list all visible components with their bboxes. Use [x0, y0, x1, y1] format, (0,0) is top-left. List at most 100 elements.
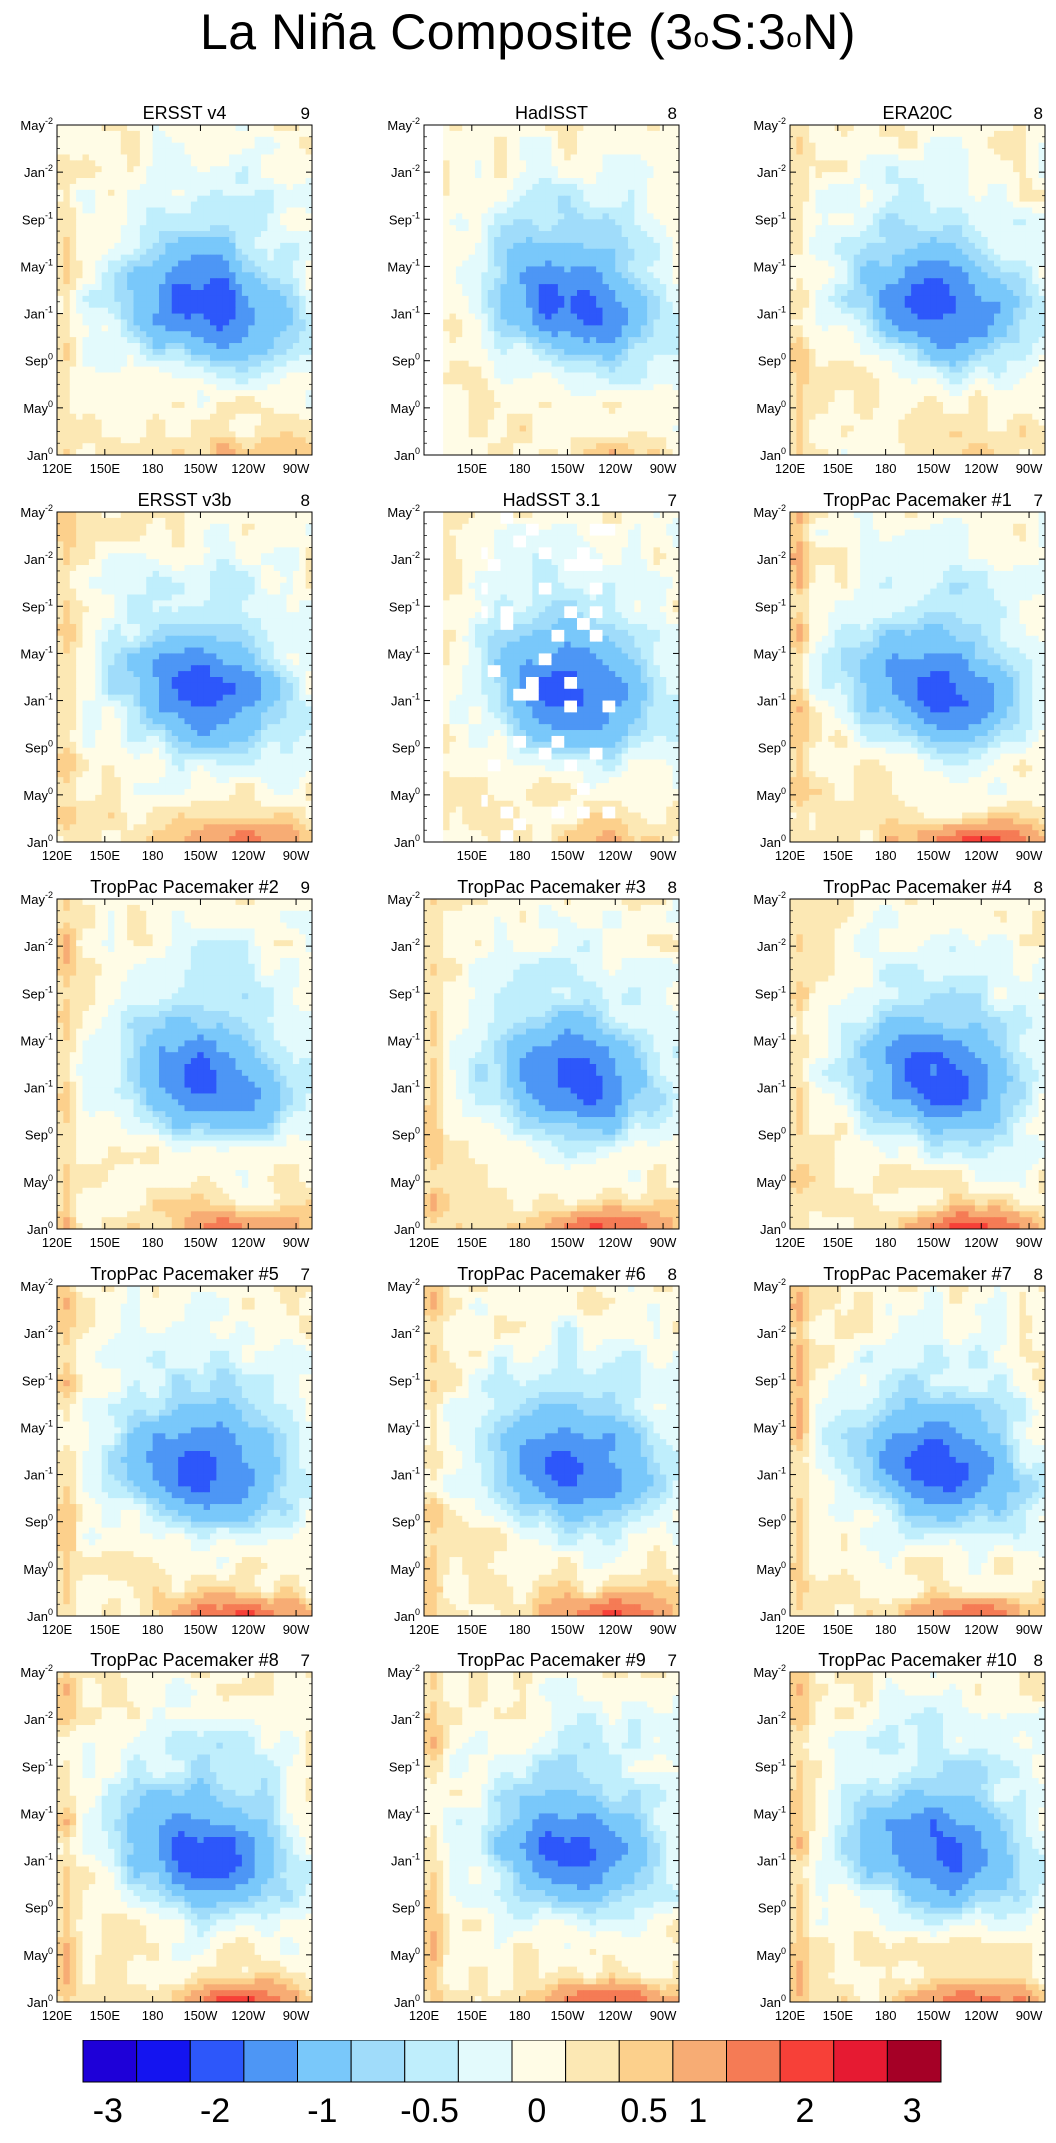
heatmap-cell	[481, 366, 489, 373]
heatmap-cell	[241, 295, 249, 303]
heatmap-cell	[570, 343, 578, 350]
heatmap-cell	[222, 372, 230, 379]
heatmap-cell	[210, 319, 217, 326]
heatmap-cell	[455, 242, 463, 250]
heatmap-cell	[235, 254, 243, 261]
heatmap-cell	[923, 125, 931, 132]
heatmap-cell	[455, 160, 463, 167]
heatmap-cell	[273, 142, 281, 149]
heatmap-cell	[577, 431, 584, 438]
heatmap-cell	[299, 419, 307, 426]
heatmap-cell	[76, 419, 83, 426]
heatmap-cell	[82, 290, 90, 297]
y-tick-label: Jan0	[27, 446, 53, 463]
heatmap-cell	[621, 413, 629, 421]
heatmap-cell	[1019, 160, 1027, 167]
heatmap-cell	[57, 278, 64, 285]
heatmap-cell	[280, 378, 287, 385]
heatmap-cell	[462, 449, 470, 456]
heatmap-cell	[468, 154, 476, 161]
heatmap-cell	[280, 331, 287, 338]
heatmap-cell	[248, 225, 256, 232]
heatmap-cell	[424, 183, 431, 191]
heatmap-cell	[557, 242, 565, 250]
heatmap-cell	[299, 284, 307, 291]
heatmap-cell	[286, 354, 294, 362]
heatmap-cell	[299, 160, 307, 167]
heatmap-cell	[853, 166, 861, 173]
heatmap-cell	[57, 189, 64, 197]
heatmap-cell	[583, 348, 591, 356]
heatmap-cell	[647, 201, 654, 208]
heatmap-cell	[475, 278, 482, 285]
heatmap-cell	[95, 431, 103, 438]
heatmap-cell	[101, 154, 109, 161]
heatmap-cell	[1025, 142, 1033, 149]
heatmap-cell	[267, 195, 275, 202]
heatmap-cell	[628, 425, 635, 432]
heatmap-cell	[628, 290, 635, 297]
heatmap-cell	[254, 443, 262, 450]
heatmap-cell	[443, 201, 450, 208]
heatmap-cell	[666, 413, 674, 421]
heatmap-cell	[101, 160, 109, 167]
heatmap-cell	[120, 396, 128, 403]
heatmap-cell	[653, 136, 661, 144]
heatmap-cell	[82, 384, 90, 391]
heatmap-cell	[557, 284, 565, 291]
heatmap-cell	[589, 319, 597, 326]
heatmap-cell	[615, 242, 623, 250]
heatmap-cell	[178, 172, 185, 179]
heatmap-cell	[95, 425, 103, 432]
heatmap-cell	[57, 390, 64, 397]
heatmap-cell	[545, 390, 552, 397]
heatmap-cell	[95, 396, 103, 403]
heatmap-cell	[904, 130, 912, 138]
heatmap-cell	[475, 401, 482, 409]
heatmap-cell	[76, 142, 83, 149]
heatmap-cell	[248, 260, 256, 267]
heatmap-cell	[506, 130, 514, 138]
heatmap-cell	[184, 319, 192, 326]
heatmap-cell	[640, 295, 648, 303]
heatmap-cell	[184, 307, 192, 314]
heatmap-cell	[596, 413, 603, 421]
heatmap-cell	[640, 172, 648, 179]
heatmap-cell	[254, 142, 262, 149]
heatmap-cell	[222, 231, 230, 238]
heatmap-cell	[197, 254, 205, 261]
heatmap-cell	[583, 337, 591, 344]
heatmap-cell	[672, 313, 680, 320]
heatmap-cell	[197, 372, 205, 379]
heatmap-cell	[146, 378, 154, 385]
heatmap-cell	[672, 284, 680, 291]
heatmap-cell	[235, 125, 243, 132]
heatmap-cell	[152, 325, 160, 332]
heatmap-cell	[63, 307, 71, 314]
heatmap-cell	[885, 130, 893, 138]
heatmap-cell	[299, 195, 307, 202]
heatmap-cell	[1013, 148, 1020, 155]
heatmap-cell	[602, 231, 610, 238]
heatmap-cell	[108, 130, 115, 138]
heatmap-cell	[165, 207, 173, 214]
heatmap-cell	[210, 166, 217, 173]
heatmap-cell	[273, 343, 281, 350]
heatmap-cell	[538, 413, 546, 421]
heatmap-cell	[146, 201, 154, 208]
heatmap-cell	[203, 390, 211, 397]
heatmap-cell	[847, 166, 855, 173]
heatmap-cell	[57, 272, 64, 279]
heatmap-cell	[299, 154, 307, 161]
heatmap-cell	[545, 401, 552, 409]
y-tick-label: May0	[390, 399, 420, 416]
heatmap-cell	[564, 225, 572, 232]
heatmap-cell	[904, 142, 912, 149]
heatmap-cell	[468, 142, 476, 149]
heatmap-cell	[261, 372, 268, 379]
heatmap-cell	[280, 413, 287, 421]
heatmap-cell	[299, 413, 307, 421]
heatmap-cell	[815, 125, 823, 132]
heatmap-cell	[241, 231, 249, 238]
heatmap-cell	[101, 378, 109, 385]
